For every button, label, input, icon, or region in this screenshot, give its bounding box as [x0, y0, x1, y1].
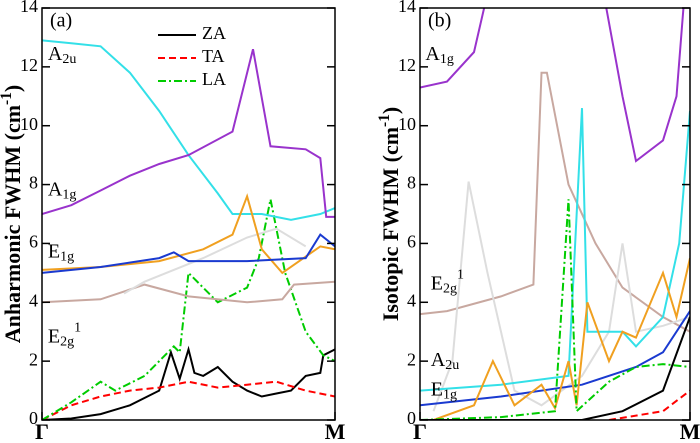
series-line [42, 48, 335, 218]
annotation-sub: 2g [60, 335, 74, 350]
y-tick-label: 14 [398, 0, 416, 16]
annotation-sub: 1g [440, 52, 454, 67]
plot-frame [419, 7, 691, 421]
annotation: A1g [48, 178, 76, 203]
series-line [433, 257, 690, 420]
y-tick-label: 14 [20, 0, 38, 16]
y-axis-label-tail: ) [378, 107, 403, 114]
series-line [432, 181, 690, 412]
y-tick-label: 12 [20, 55, 38, 75]
annotation-sub: 2g [443, 282, 457, 297]
y-tick-label: 10 [398, 114, 416, 134]
series-line [608, 389, 690, 420]
annotation-sup: 1 [74, 321, 81, 336]
series-line [420, 8, 685, 163]
y-axis-label-text: Isotopic FWHM (cm [378, 127, 403, 321]
y-tick-label: 8 [407, 173, 416, 193]
annotation-base: A [425, 43, 440, 65]
y-tick-label: 2 [29, 349, 38, 369]
annotation: A2u [431, 349, 459, 374]
y-axis-label: Isotopic FWHM (cm-1) [376, 107, 404, 321]
legend-label: LA [202, 69, 226, 89]
annotation: E1g [48, 240, 74, 265]
series-line [420, 316, 690, 420]
y-tick-label: 6 [29, 232, 38, 252]
y-axis-label: Anharmonic FWHM (cm-1) [0, 85, 25, 343]
legend-label: TA [202, 46, 225, 66]
y-axis-label-sup: -1 [376, 114, 393, 127]
y-axis-label-tail: ) [0, 85, 25, 92]
series-line [42, 345, 335, 420]
panel-label: (a) [50, 10, 72, 32]
y-axis-label-sup: -1 [0, 92, 15, 105]
annotation-sub: 2u [62, 52, 76, 67]
annotation-base: E [48, 325, 60, 347]
annotation: E2g1 [431, 268, 464, 297]
y-tick-label: 0 [29, 408, 38, 428]
series-line [42, 39, 335, 221]
annotation-sub: 1g [62, 188, 76, 203]
annotation-base: E [431, 272, 443, 294]
y-tick-label: 0 [407, 408, 416, 428]
series-line [42, 280, 335, 304]
annotation-base: E [48, 240, 60, 262]
annotation: A1g [425, 43, 453, 68]
series-line [420, 199, 690, 420]
series-line [420, 310, 690, 407]
series-line [420, 108, 690, 392]
annotation-sub: 1g [443, 388, 457, 403]
y-tick-label: 12 [398, 55, 416, 75]
annotation: E2g1 [48, 321, 81, 350]
x-tick-label: M [680, 419, 700, 443]
series-line [420, 71, 690, 333]
y-tick-label: 4 [29, 290, 38, 310]
annotation-base: A [431, 349, 446, 371]
x-tick-label: Γ [413, 419, 427, 443]
legend-label: ZA [202, 23, 226, 43]
series-line [123, 227, 307, 295]
plot-frame [41, 7, 336, 421]
x-tick-label: M [325, 419, 346, 443]
y-tick-label: 2 [407, 349, 416, 369]
series-line [42, 233, 335, 274]
annotation-sup: 1 [457, 268, 464, 283]
annotation-base: A [48, 43, 63, 65]
y-tick-label: 8 [29, 173, 38, 193]
series-line [42, 380, 335, 420]
annotation-base: E [431, 378, 443, 400]
annotation: E1g [431, 378, 457, 403]
panel-label: (b) [428, 10, 451, 32]
annotation-base: A [48, 178, 63, 200]
y-tick-label: 4 [407, 290, 416, 310]
y-tick-label: 10 [20, 114, 38, 134]
series-line [42, 193, 335, 275]
annotation-sub: 2u [445, 358, 459, 373]
x-tick-label: Γ [35, 419, 49, 443]
annotation: A2u [48, 43, 76, 68]
annotation-sub: 1g [60, 249, 74, 264]
y-axis-label-text: Anharmonic FWHM (cm [0, 105, 25, 343]
y-tick-label: 6 [407, 232, 416, 252]
